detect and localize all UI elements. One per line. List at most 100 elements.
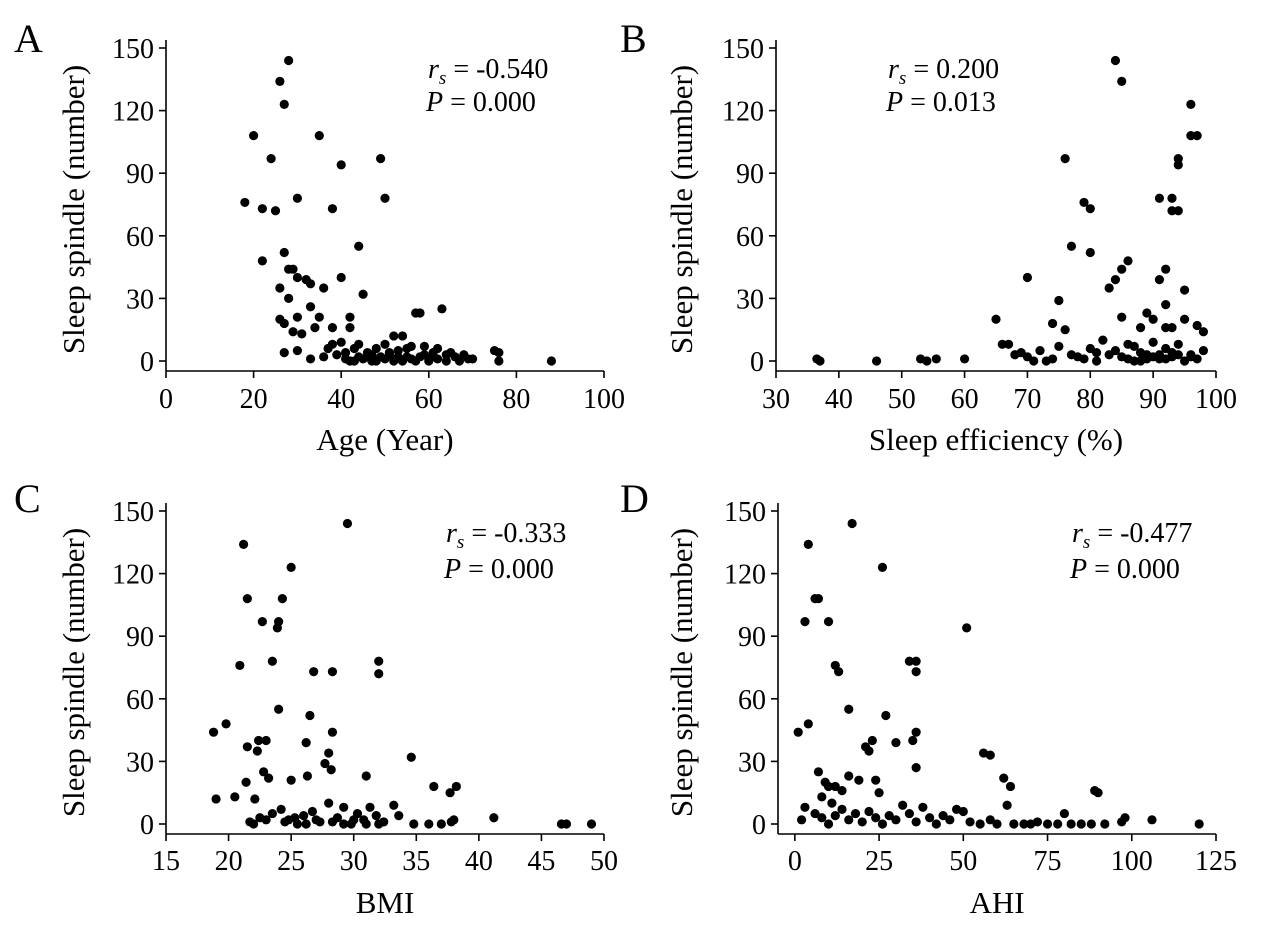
data-point: [288, 264, 298, 274]
data-point: [1148, 337, 1158, 347]
data-point: [437, 304, 447, 314]
data-point: [267, 808, 277, 819]
data-point: [1161, 354, 1171, 364]
r-subscript: s: [1083, 532, 1090, 553]
data-point: [857, 817, 867, 827]
data-point: [830, 811, 840, 821]
r-subscript: s: [439, 68, 446, 89]
data-point: [354, 339, 364, 349]
data-point: [451, 781, 461, 792]
p-value: = 0.000: [1087, 554, 1180, 585]
correlation-annotation: rs = -0.333: [446, 518, 566, 553]
y-tick-label: 0: [752, 810, 766, 841]
data-point: [945, 815, 955, 825]
data-point: [345, 323, 355, 333]
data-point: [1047, 318, 1058, 329]
data-point: [796, 815, 807, 825]
data-point: [1091, 356, 1102, 366]
data-point: [959, 354, 970, 364]
data-point: [336, 160, 346, 170]
data-point: [309, 667, 319, 677]
panel-letter: D: [620, 476, 649, 521]
data-point: [813, 767, 824, 777]
data-point: [380, 193, 390, 203]
data-point: [1066, 819, 1076, 829]
data-point: [1161, 264, 1171, 274]
data-point: [323, 343, 333, 354]
y-tick-label: 0: [140, 347, 154, 378]
y-tick-label: 0: [140, 810, 154, 841]
data-point: [827, 798, 837, 808]
p-annotation: P = 0.013: [885, 87, 996, 118]
data-point: [1186, 131, 1196, 141]
x-axis-label: AHI: [969, 885, 1024, 920]
data-point: [1098, 335, 1108, 345]
data-point: [867, 735, 877, 746]
x-tick-label: 35: [402, 846, 430, 877]
data-point: [884, 811, 894, 821]
data-point: [1167, 193, 1177, 203]
data-point: [1192, 320, 1202, 331]
data-point: [277, 594, 287, 604]
data-point: [1173, 350, 1183, 360]
data-point: [1073, 352, 1083, 362]
data-point: [1123, 354, 1133, 364]
y-tick-label: 120: [724, 560, 766, 591]
data-point: [1186, 352, 1196, 362]
data-point: [1019, 819, 1029, 829]
data-point: [803, 539, 813, 549]
data-point: [1053, 819, 1063, 829]
data-point: [999, 773, 1009, 783]
data-point: [1005, 781, 1016, 792]
data-point: [1110, 345, 1121, 356]
data-point: [327, 323, 338, 333]
y-tick-label: 0: [750, 347, 764, 378]
data-point: [327, 204, 338, 214]
data-point: [1029, 356, 1039, 366]
data-point: [238, 539, 249, 549]
data-point: [1117, 76, 1127, 86]
data-point: [280, 817, 290, 827]
x-tick-label: 100: [1111, 846, 1153, 877]
data-point: [292, 272, 302, 283]
data-point: [1110, 275, 1121, 285]
data-point: [397, 331, 408, 341]
data-point: [254, 735, 264, 746]
data-point: [1192, 131, 1202, 141]
data-point: [374, 819, 384, 829]
data-point: [844, 815, 854, 825]
panel-letter: B: [620, 16, 647, 61]
data-point: [1186, 99, 1196, 109]
data-point: [252, 746, 262, 756]
data-point: [891, 815, 901, 825]
data-point: [1123, 256, 1133, 266]
x-tick-label: 20: [240, 384, 268, 415]
data-point: [394, 811, 404, 821]
data-point: [261, 815, 271, 825]
data-point: [877, 562, 888, 572]
x-axis-label: Age (Year): [316, 422, 453, 457]
data-point: [1054, 295, 1064, 306]
data-point: [1085, 247, 1095, 258]
data-point: [336, 337, 346, 347]
data-point: [494, 356, 504, 366]
r-symbol: r: [888, 54, 899, 85]
data-point: [850, 808, 861, 819]
p-symbol: P: [1069, 554, 1087, 585]
data-point: [1198, 345, 1209, 356]
data-point: [1167, 323, 1177, 333]
data-point: [854, 775, 864, 785]
data-point: [279, 99, 289, 109]
data-point: [992, 819, 1002, 829]
chart-a: A 0 30 60 90 120 150 0 20 40 60 80 100 Age (Year) Slee…: [14, 16, 625, 457]
x-tick-label: 40: [327, 384, 355, 415]
data-point: [267, 656, 277, 666]
data-point: [958, 806, 968, 817]
data-point: [1110, 55, 1121, 66]
data-point: [1147, 815, 1157, 825]
data-point: [1066, 241, 1077, 251]
data-point: [441, 350, 451, 360]
data-point: [911, 763, 921, 773]
data-point: [793, 727, 803, 737]
